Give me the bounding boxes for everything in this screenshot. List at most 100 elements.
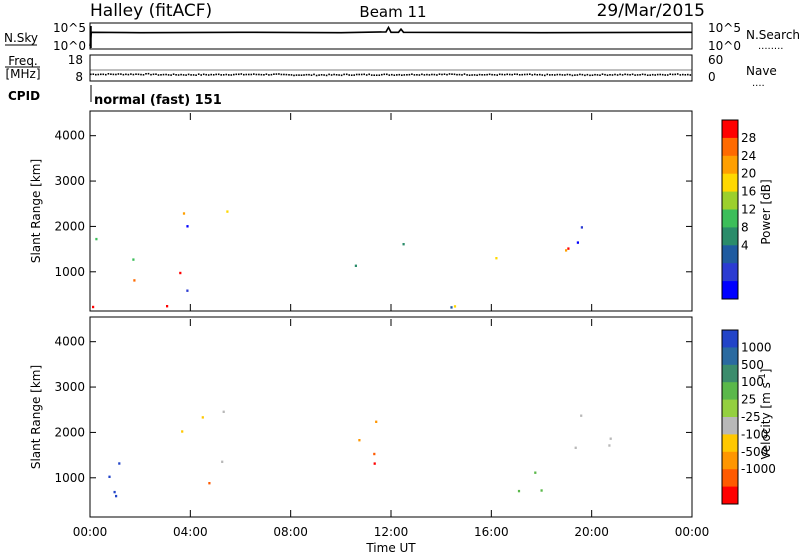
freq-point (689, 74, 692, 76)
freq-point (225, 73, 228, 76)
freq-point (423, 74, 426, 76)
freq-point (255, 73, 258, 76)
nsky-line (89, 25, 693, 47)
colorbar-swatch (722, 399, 738, 418)
freq-point (167, 74, 170, 76)
velocity-colorbar: 1000 500 100 25 -25 -100 -500 -1000 (721, 329, 776, 505)
freq-point (391, 73, 393, 76)
freq-point (215, 73, 217, 76)
freq-point (258, 73, 260, 76)
colorbar-swatch (722, 382, 738, 401)
freq-point (283, 73, 285, 76)
freq-point (682, 73, 684, 76)
freq-point (157, 74, 160, 76)
freq-point (436, 74, 438, 76)
freq-point (666, 74, 669, 76)
velocity-cbar-label-sup: -1 (758, 373, 768, 382)
velocity-data (108, 410, 612, 498)
freq-point (147, 72, 150, 75)
data-cell (354, 264, 357, 267)
data-cell (221, 460, 224, 463)
freq-point (381, 73, 383, 76)
freq-point (228, 74, 230, 76)
data-cell (540, 489, 543, 492)
data-cell (450, 306, 453, 309)
nsky-panel: N.Sky 10^5 10^0 10^5 10^0 N.Search .....… (4, 21, 800, 53)
colorbar-tick-label: -100 (741, 427, 768, 441)
freq-point (358, 73, 360, 76)
x-axis-label: Time UT (365, 541, 416, 554)
beam-title: Beam 11 (359, 3, 426, 21)
data-cell (574, 446, 577, 449)
data-cell (517, 489, 521, 493)
nsearch-label: N.Search (746, 28, 800, 42)
freq-point (609, 74, 611, 76)
freq-point (343, 73, 345, 76)
freq-point (463, 73, 466, 75)
colorbar-tick-label: 20 (741, 167, 756, 181)
cpid-label: CPID (8, 89, 40, 103)
freq-point (556, 73, 559, 76)
freq-point (616, 74, 619, 76)
freq-point (644, 73, 646, 76)
freq-point (629, 74, 631, 76)
power-frame (89, 110, 693, 312)
freq-point (493, 74, 496, 76)
data-cell (373, 462, 376, 465)
data-cell (95, 237, 98, 241)
freq-point (107, 73, 110, 75)
freq-point (140, 73, 142, 76)
freq-point (411, 73, 413, 75)
freq-point (656, 73, 659, 76)
freq-point (539, 73, 541, 76)
freq-point (120, 73, 122, 75)
nsearch-tick-bottom: 10^0 (708, 39, 741, 53)
freq-point (448, 73, 451, 75)
data-cell (534, 471, 537, 474)
freq-point (355, 73, 358, 76)
colorbar-tick-label: 12 (741, 203, 756, 217)
freq-point (516, 73, 518, 76)
nave-tick-top: 60 (708, 53, 723, 67)
freq-point (498, 73, 501, 76)
freq-point (513, 73, 516, 75)
freq-point (458, 73, 461, 76)
freq-point (481, 74, 483, 76)
freq-point (589, 74, 591, 77)
x-tick-label: 08:00 (273, 525, 308, 539)
freq-point (270, 73, 273, 76)
velocity-cbar-label-end: ] (759, 369, 773, 374)
data-cell (181, 430, 184, 433)
colorbar-tick-label: 100 (741, 375, 764, 389)
freq-point (518, 74, 521, 76)
freq-point (250, 73, 253, 76)
freq-point (408, 73, 411, 76)
station-title: Halley (fitACF) (90, 1, 212, 21)
freq-point (345, 73, 348, 76)
colorbar-tick-label: 25 (741, 393, 756, 407)
freq-point (142, 74, 145, 76)
colorbar-tick-label: -1000 (741, 462, 776, 476)
freq-point (175, 74, 177, 76)
freq-point (619, 73, 621, 76)
data-cell (222, 410, 225, 413)
freq-point (368, 73, 370, 76)
freq-point (486, 73, 488, 76)
freq-point (596, 74, 599, 76)
data-cell (182, 212, 186, 215)
freq-tick-top: 18 (68, 53, 83, 67)
nave-label: Nave (746, 64, 777, 78)
freq-point (461, 74, 463, 76)
freq-point (353, 74, 355, 76)
freq-point (671, 73, 674, 76)
freq-point (325, 74, 328, 77)
colorbar-tick-label: -500 (741, 445, 768, 459)
freq-point (456, 73, 458, 76)
data-cell (402, 243, 405, 246)
freq-point (97, 73, 100, 76)
freq-point (290, 74, 293, 76)
colorbar-swatch (722, 347, 738, 366)
data-cell (373, 452, 376, 456)
freq-point (554, 74, 556, 76)
